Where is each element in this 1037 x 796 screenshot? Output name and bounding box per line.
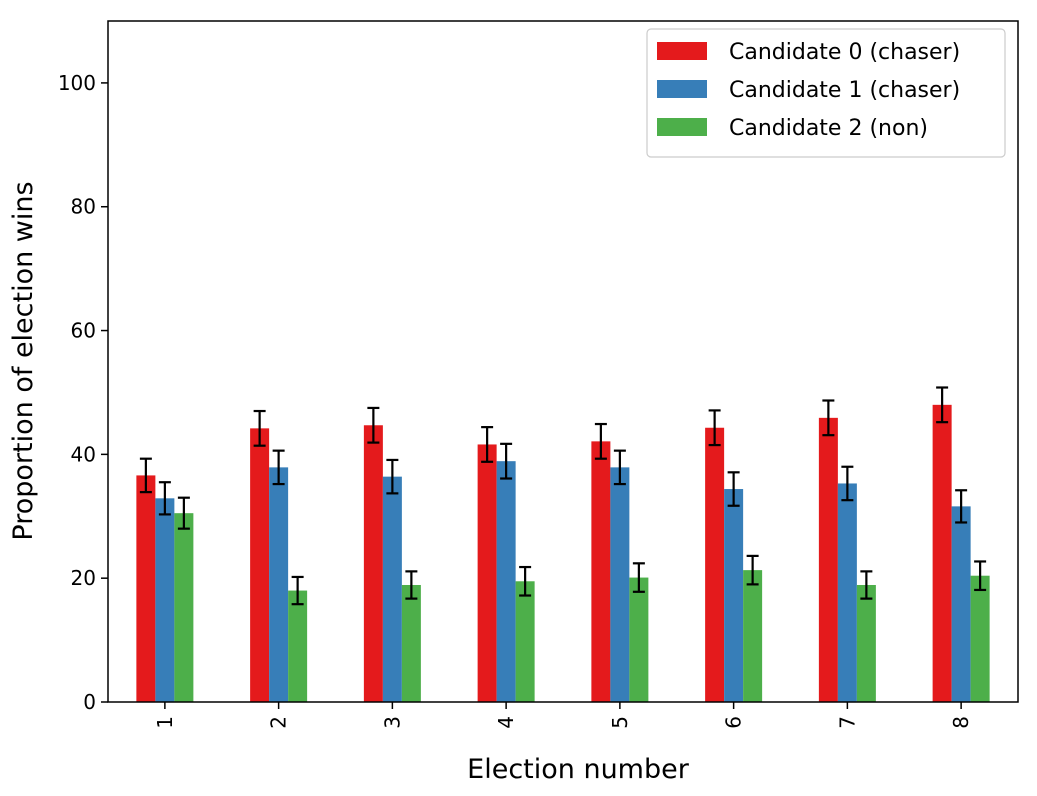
bar (250, 428, 270, 702)
bar (401, 584, 421, 702)
x-tick-label: 5 (608, 716, 632, 729)
x-tick-label: 8 (949, 716, 973, 729)
bar (591, 441, 611, 702)
bar (724, 489, 744, 702)
y-tick-label: 0 (83, 690, 96, 714)
legend-frame (646, 28, 1006, 158)
bar (155, 498, 175, 702)
legend: Candidate 0 (chaser) Candidate 1 (chaser)… (646, 28, 1006, 158)
legend-label: Candidate 1 (chaser) (729, 78, 960, 103)
y-tick-label: 40 (71, 442, 96, 466)
bar (382, 476, 402, 702)
bar (288, 590, 308, 702)
bar (970, 575, 990, 702)
bar (269, 467, 289, 702)
legend-swatch (657, 42, 707, 60)
x-tick-label: 2 (267, 716, 291, 729)
y-axis-ticks: 0 20 40 60 80 100 (58, 71, 108, 714)
bar (496, 461, 516, 702)
bar (743, 570, 763, 702)
bars (136, 404, 990, 702)
legend-label: Candidate 2 (non) (729, 116, 928, 141)
bar (515, 581, 535, 702)
bar (610, 467, 630, 702)
x-tick-label: 4 (494, 716, 518, 729)
bar (629, 577, 649, 702)
bar (818, 417, 838, 702)
y-tick-label: 60 (71, 319, 96, 343)
bar (363, 425, 383, 702)
bar (477, 444, 497, 702)
bar (837, 483, 857, 702)
x-axis-ticks: 1 2 3 4 5 6 7 8 (153, 702, 973, 729)
plot-frame (107, 20, 1019, 703)
legend-label: Candidate 0 (chaser) (729, 40, 960, 65)
bar (951, 506, 971, 702)
error-bars (139, 386, 987, 606)
x-tick-label: 7 (835, 716, 859, 729)
x-tick-label: 3 (380, 716, 404, 729)
y-tick-label: 100 (58, 71, 96, 95)
bar (856, 584, 876, 702)
y-tick-label: 80 (71, 195, 96, 219)
y-axis-label: Proportion of election wins (8, 181, 39, 540)
bar (174, 513, 194, 702)
bar (705, 427, 725, 702)
y-tick-label: 20 (71, 566, 96, 590)
legend-swatch (657, 118, 707, 136)
bar (932, 404, 952, 702)
x-tick-label: 1 (153, 716, 177, 729)
x-axis-label: Election number (467, 754, 690, 785)
bar (136, 475, 156, 702)
legend-swatch (657, 80, 707, 98)
x-tick-label: 6 (722, 716, 746, 729)
